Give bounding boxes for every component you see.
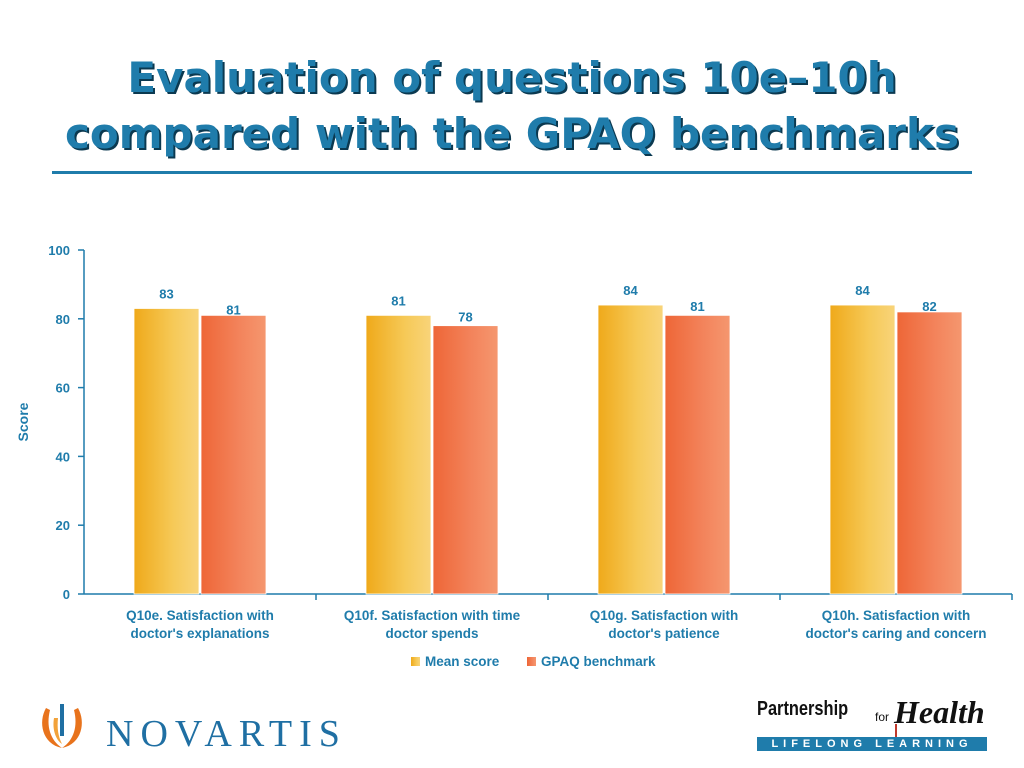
- x-category-label: Q10h. Satisfaction with doctor's caring a…: [806, 608, 987, 641]
- title-line-1: Evaluation of questions 10e–10h: [127, 53, 897, 102]
- y-tick-label: 20: [56, 518, 70, 533]
- data-label: 78: [458, 309, 472, 324]
- y-tick-label: 0: [63, 587, 70, 602]
- bar-gpaq-benchmark: [664, 314, 731, 595]
- bar-mean-score: [133, 308, 200, 595]
- data-label: 82: [922, 299, 936, 314]
- pfh-accent-mark: [895, 724, 897, 737]
- data-label: 84: [623, 283, 638, 298]
- bar-gpaq-benchmark: [432, 325, 499, 595]
- legend-swatch-mean-score: [411, 657, 420, 666]
- y-tick-label: 60: [56, 381, 70, 396]
- flame-icon: [42, 704, 82, 748]
- legend-label-mean-score: Mean score: [425, 654, 500, 669]
- novartis-wordmark: NOVARTIS: [106, 713, 347, 755]
- x-category-label: Q10f. Satisfaction with time doctor spend…: [344, 608, 521, 641]
- x-category-label: Q10e. Satisfaction with doctor's explanat…: [126, 608, 274, 641]
- bar-mean-score: [829, 304, 896, 595]
- bar-chart: 0 20 40 60 80 100 Score 83 81 Q10e. Satisfaction…: [15, 243, 1013, 669]
- y-tick-label: 80: [56, 312, 70, 327]
- data-label: 81: [226, 302, 240, 317]
- data-label: 81: [690, 299, 704, 314]
- bar-gpaq-benchmark: [200, 314, 267, 595]
- data-label: 84: [855, 283, 870, 298]
- y-axis-title: Score: [15, 402, 31, 441]
- pfh-partnership-text: Partnership: [757, 698, 849, 720]
- bar-mean-score: [597, 304, 664, 595]
- novartis-logo: [36, 700, 88, 757]
- bar-mean-score: [365, 314, 432, 595]
- pfh-for-text: for: [875, 710, 890, 724]
- slide-title: Evaluation of questions 10e–10h compared…: [0, 50, 1024, 162]
- legend-label-gpaq-benchmark: GPAQ benchmark: [541, 654, 656, 669]
- bar-gpaq-benchmark: [896, 311, 963, 595]
- data-label: 81: [391, 293, 405, 308]
- y-tick-label: 40: [56, 449, 70, 464]
- partnership-for-health-logo: Partnership for Health LIFELONG LEARNING: [757, 694, 989, 752]
- title-line-2: compared with the GPAQ benchmarks: [65, 109, 959, 158]
- data-label: 83: [159, 286, 173, 301]
- pfh-tagline-bar: LIFELONG LEARNING: [757, 737, 987, 751]
- x-category-label: Q10g. Satisfaction with doctor's patience: [590, 608, 739, 641]
- legend-swatch-gpaq-benchmark: [527, 657, 536, 666]
- y-tick-label: 100: [48, 243, 70, 258]
- pfh-health-text: Health: [894, 694, 985, 730]
- title-divider: [52, 171, 972, 174]
